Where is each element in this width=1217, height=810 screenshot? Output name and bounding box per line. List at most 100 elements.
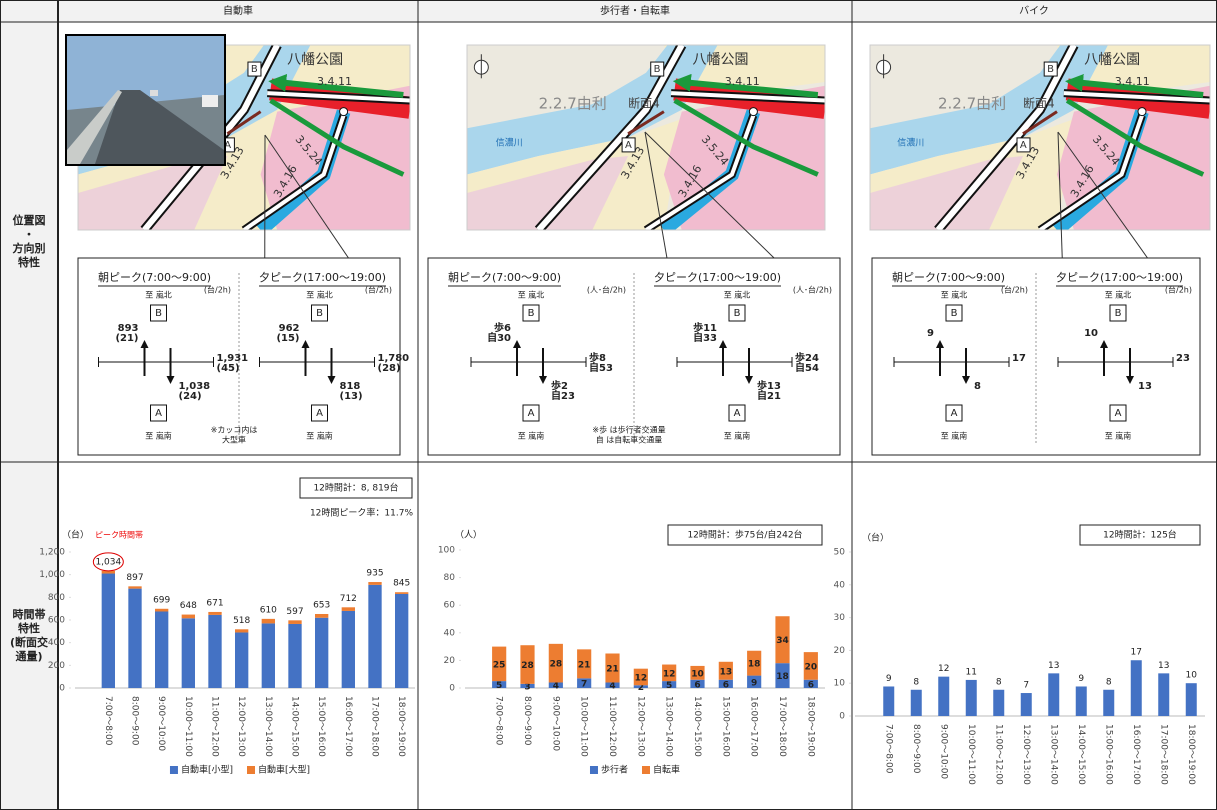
- direction-label: 至 嵐北: [518, 291, 545, 300]
- legend-swatch: [590, 766, 598, 774]
- bar: [1131, 660, 1142, 716]
- map-label: 2.2.7由利: [938, 95, 1006, 113]
- page: 自動車 歩行者・自転車 バイク 位置図・方向別特性時間帯特性(断面交通量)八幡公…: [0, 0, 1217, 810]
- x-tick-label: 11:00～12:00: [607, 696, 617, 757]
- total-label: 712: [340, 594, 357, 604]
- x-tick-label: 12:00～13:00: [635, 696, 645, 757]
- peak-title: 夕ピーク(17:00～19:00): [259, 271, 386, 284]
- point-label: B: [951, 308, 958, 319]
- note: ※歩 は歩行者交通量: [592, 425, 665, 435]
- x-tick-label: 9:00～10:00: [156, 696, 166, 751]
- x-tick-label: 10:00～11:00: [966, 724, 976, 785]
- map: 八幡公園3.4.113.5.243.4.163.4.132.2.7由利断面4信濃…: [870, 45, 1210, 230]
- point-label: A: [155, 408, 162, 419]
- photo: [66, 35, 225, 165]
- flow-value: (15): [276, 333, 299, 344]
- data-label: 12: [635, 673, 648, 683]
- x-tick-label: 12:00～13:00: [1021, 724, 1031, 785]
- annotation: ピーク時間帯: [95, 530, 143, 540]
- direction-label: 至 嵐北: [941, 291, 968, 300]
- row-label: 通量): [15, 650, 42, 663]
- row-label: (断面交: [10, 635, 48, 649]
- total-label: 699: [153, 595, 170, 605]
- data-label: 12: [663, 669, 676, 679]
- y-tick-label: 0: [839, 712, 845, 722]
- x-tick-label: 9:00～10:00: [938, 724, 948, 779]
- column-header: バイク: [1019, 5, 1049, 17]
- bar-segment: [208, 612, 221, 615]
- bar: [966, 680, 977, 716]
- x-tick-label: 15:00～16:00: [1103, 724, 1113, 785]
- row-label: 特性: [18, 621, 40, 635]
- bar-segment: [128, 589, 141, 688]
- note: ※カッコ内は: [211, 425, 258, 435]
- x-tick-label: 18:00～19:00: [1186, 724, 1196, 785]
- data-label: 10: [691, 669, 704, 679]
- map-label: A: [625, 140, 632, 151]
- legend-label: 自動車[小型]: [181, 764, 233, 776]
- chart-title: 12時間計：8, 819台: [313, 482, 398, 494]
- bar-segment: [342, 611, 355, 688]
- y-tick-label: 1,200: [39, 548, 65, 558]
- point-label: A: [1115, 408, 1122, 419]
- data-label: 6: [694, 680, 700, 690]
- unit-label: (台/2h): [1001, 285, 1028, 295]
- map-label: A: [1020, 140, 1027, 151]
- map-label: 断面4: [1023, 96, 1055, 111]
- point-label: A: [528, 408, 535, 419]
- data-label: 5: [666, 681, 672, 691]
- bar: [883, 686, 894, 716]
- x-tick-label: 14:00～15:00: [692, 696, 702, 757]
- map-label: 信濃川: [496, 137, 523, 149]
- row-label: ・: [24, 228, 35, 241]
- data-label: 20: [805, 662, 818, 672]
- x-tick-label: 11:00～12:00: [210, 696, 220, 757]
- y-tick-label: 10: [834, 679, 846, 689]
- bar: [1103, 690, 1114, 716]
- photo-car: [150, 90, 158, 96]
- row-label: 特性: [18, 255, 40, 269]
- total-label: 845: [393, 579, 410, 589]
- x-tick-label: 13:00～14:00: [1048, 724, 1058, 785]
- map-label: 3.4.11: [317, 75, 352, 88]
- legend-swatch: [170, 766, 178, 774]
- column-header: 歩行者・自転車: [600, 4, 670, 17]
- total-label: 518: [233, 616, 250, 626]
- flow-value: 10: [1084, 328, 1098, 339]
- data-label: 28: [521, 661, 534, 671]
- data-label: 12: [938, 664, 949, 674]
- y-tick-label: 30: [834, 613, 846, 623]
- data-label: 34: [776, 636, 789, 646]
- flow-value: (24): [179, 391, 202, 402]
- bar: [911, 690, 922, 716]
- point-label: B: [734, 308, 741, 319]
- legend-swatch: [247, 766, 255, 774]
- y-tick-label: 80: [444, 573, 456, 583]
- data-label: 5: [496, 681, 502, 691]
- bar-segment: [288, 620, 301, 624]
- data-label: 4: [609, 682, 615, 692]
- map-label: 八幡公園: [693, 52, 749, 68]
- unit-label: (人･台/2h): [793, 285, 832, 295]
- y-axis-label: （台）: [62, 529, 89, 541]
- total-label: 897: [126, 573, 143, 583]
- x-tick-label: 7:00～8:00: [883, 724, 893, 774]
- data-label: 13: [720, 667, 733, 677]
- column-header: 自動車: [223, 4, 253, 17]
- direction-label: 至 嵐北: [1105, 291, 1132, 300]
- direction-label: 至 嵐南: [724, 431, 751, 441]
- bar-segment: [155, 609, 168, 612]
- row-label: 方向別: [13, 241, 46, 255]
- map-label: B: [1047, 64, 1054, 75]
- direction-label: 至 嵐北: [145, 291, 172, 300]
- map-label: 3.4.11: [725, 75, 760, 88]
- bar-segment: [235, 632, 248, 688]
- x-tick-label: 14:00～15:00: [1076, 724, 1086, 785]
- data-label: 10: [1186, 671, 1198, 681]
- x-tick-label: 18:00～19:00: [396, 696, 406, 757]
- peak-title: 朝ピーク(7:00～9:00): [98, 271, 211, 284]
- x-tick-label: 8:00～9:00: [130, 696, 140, 746]
- point-label: A: [951, 408, 958, 419]
- data-label: 9: [1078, 674, 1084, 684]
- map-label: 八幡公園: [287, 52, 343, 68]
